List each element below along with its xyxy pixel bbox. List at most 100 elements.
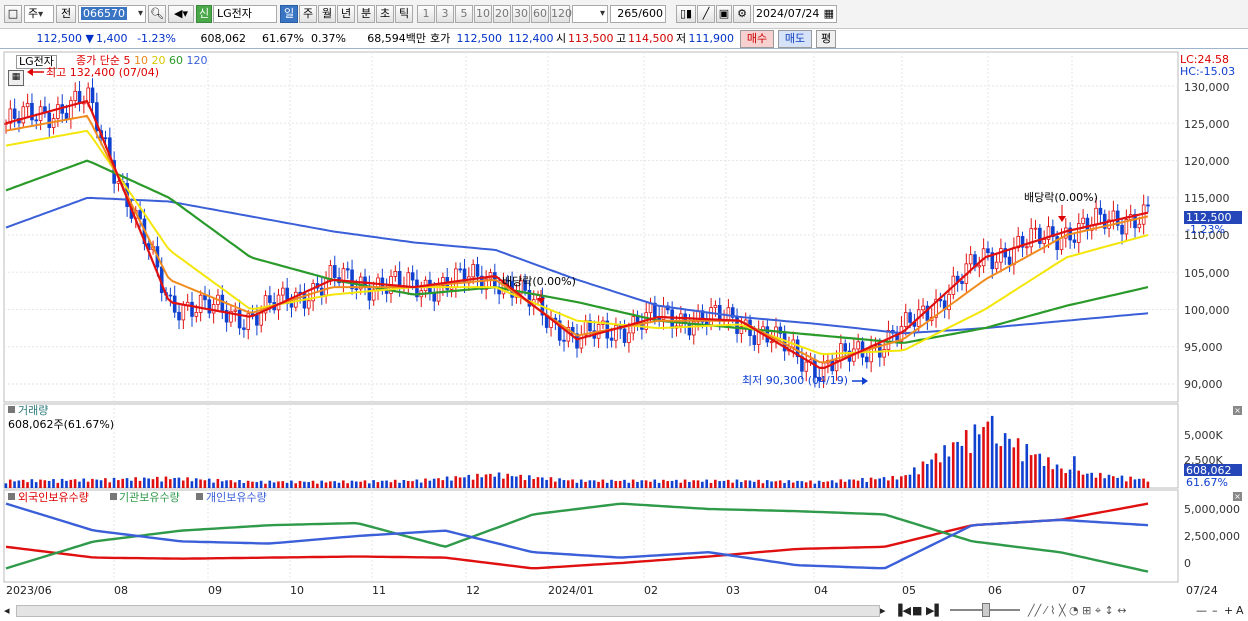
interval-10[interactable]: 10 <box>474 5 492 23</box>
tab-period-day[interactable]: 일 <box>280 5 298 23</box>
volume-bar <box>804 482 808 488</box>
interval-1[interactable]: 1 <box>417 5 435 23</box>
interval-120[interactable]: 120 <box>550 5 572 23</box>
volume-bar <box>891 475 894 488</box>
window-icon[interactable]: □ <box>4 5 22 23</box>
interval-60[interactable]: 60 <box>531 5 549 23</box>
speaker-icon[interactable]: ◀▾ <box>168 5 194 23</box>
legend-ma20: 20 <box>151 54 166 67</box>
buy-button[interactable]: 매수 <box>740 30 774 48</box>
last-icon[interactable]: ▶▌ <box>926 604 943 617</box>
draw-tools-icon[interactable]: ╱╱ ⁄ ⌇ ╳ ◔ ⊞ ⌖ ↕ ↔ <box>1028 604 1127 617</box>
stock-code-input[interactable]: 066570 ▾ <box>78 5 146 23</box>
volume-bar <box>307 482 311 488</box>
volume-bar <box>921 461 925 488</box>
volume-bar <box>623 479 626 488</box>
candle-type-icon[interactable]: ▯▮ <box>676 5 696 23</box>
high-price: 114,500 <box>628 32 674 45</box>
close-icon[interactable]: × <box>1233 406 1242 415</box>
count-field[interactable]: 265/600 <box>610 5 666 23</box>
volume-bar <box>765 480 769 488</box>
plus-icon[interactable]: + <box>1224 604 1234 617</box>
tab-period-minute[interactable]: 분 <box>357 5 375 23</box>
candle-body <box>371 289 376 301</box>
candle-body <box>1042 239 1046 244</box>
tab-period-month[interactable]: 월 <box>318 5 336 23</box>
volume-bar <box>657 482 661 488</box>
volume-bar <box>614 481 618 488</box>
chart-canvas[interactable] <box>0 50 1248 621</box>
candle-body <box>700 310 705 323</box>
zoom-slider-handle[interactable] <box>982 603 990 617</box>
volume-bar <box>86 481 90 488</box>
interval-3[interactable]: 3 <box>436 5 454 23</box>
candle-body <box>454 268 458 289</box>
volume-bar <box>817 480 821 488</box>
ma-line-10 <box>5 114 1149 364</box>
candle-body <box>471 264 475 278</box>
x-tick: 2023/06 <box>6 584 52 597</box>
scroll-left-icon[interactable]: ◂ <box>4 604 10 617</box>
volume-bar <box>986 421 990 488</box>
gear-icon[interactable]: ⚙ <box>733 5 751 23</box>
search-icon[interactable]: 🔍︎ <box>148 5 166 23</box>
volume-bar <box>843 481 847 488</box>
candle-body <box>73 90 78 102</box>
volume-bar <box>294 483 298 488</box>
volume-bar <box>91 478 94 488</box>
calculator-icon[interactable]: ▦ <box>8 70 24 86</box>
close-icon[interactable]: × <box>1233 492 1242 501</box>
last-volume-tag: 608,062 <box>1184 464 1242 477</box>
sell-button[interactable]: 매도 <box>778 30 812 48</box>
interval-20[interactable]: 20 <box>493 5 511 23</box>
interval-5[interactable]: 5 <box>455 5 473 23</box>
first-icon[interactable]: ▐◀ <box>894 604 911 617</box>
stop-icon[interactable]: ■ <box>912 604 923 617</box>
volume-value-text: 608,062주(61.67%) <box>8 418 115 431</box>
hc-value: HC:-15.03 <box>1180 65 1236 78</box>
dividend-annotation: 배당락(0.00%) <box>1024 191 1098 204</box>
volume-bar <box>272 482 276 488</box>
save-icon[interactable]: ▣ <box>716 5 732 23</box>
volume-bar <box>39 479 42 488</box>
volume-bar <box>467 474 471 488</box>
draw-tool-icon[interactable]: ╱ <box>697 5 715 23</box>
tab-period-week[interactable]: 주 <box>299 5 317 23</box>
count-value: 265 <box>617 7 639 20</box>
interval-30[interactable]: 30 <box>512 5 530 23</box>
minus-icon[interactable]: – <box>1212 604 1218 617</box>
jeon-button[interactable]: 전 <box>56 5 76 23</box>
volume-bar <box>666 481 670 488</box>
tab-period-second[interactable]: 초 <box>376 5 394 23</box>
candle-body <box>1098 207 1103 215</box>
volume-bar <box>523 480 527 488</box>
volume-bar <box>553 481 557 488</box>
candle-body <box>1124 219 1129 235</box>
eval-button[interactable]: 평 <box>816 30 836 48</box>
scrollbar-track[interactable] <box>16 605 880 617</box>
date-field[interactable]: 2024/07/24 ▦ <box>753 5 837 23</box>
tab-period-tick[interactable]: 틱 <box>395 5 413 23</box>
stock-name-field[interactable]: LG전자 <box>213 5 277 23</box>
tab-period-year[interactable]: 년 <box>337 5 355 23</box>
volume-bar <box>130 480 133 488</box>
volume-bar <box>735 479 739 488</box>
volume-bar <box>882 477 886 488</box>
minus-icon[interactable]: — <box>1196 604 1207 617</box>
interval-select[interactable]: ▾ <box>572 5 608 23</box>
y-tick: 90,000 <box>1184 378 1223 391</box>
candle-body <box>562 339 566 342</box>
period-select[interactable]: 주▾ <box>24 5 54 23</box>
volume-bar <box>428 480 432 488</box>
volume-bar <box>662 479 665 488</box>
candle-body <box>69 100 73 119</box>
x-tick: 11 <box>372 584 386 597</box>
volume-bar <box>21 479 25 488</box>
volume-bar <box>151 479 155 488</box>
volume-bar <box>536 477 540 488</box>
volume-bar <box>631 479 635 488</box>
auto-icon[interactable]: A <box>1236 604 1244 617</box>
volume-bar <box>718 481 721 488</box>
scroll-right-icon[interactable]: ▸ <box>880 604 886 617</box>
volume-bar <box>835 482 838 488</box>
